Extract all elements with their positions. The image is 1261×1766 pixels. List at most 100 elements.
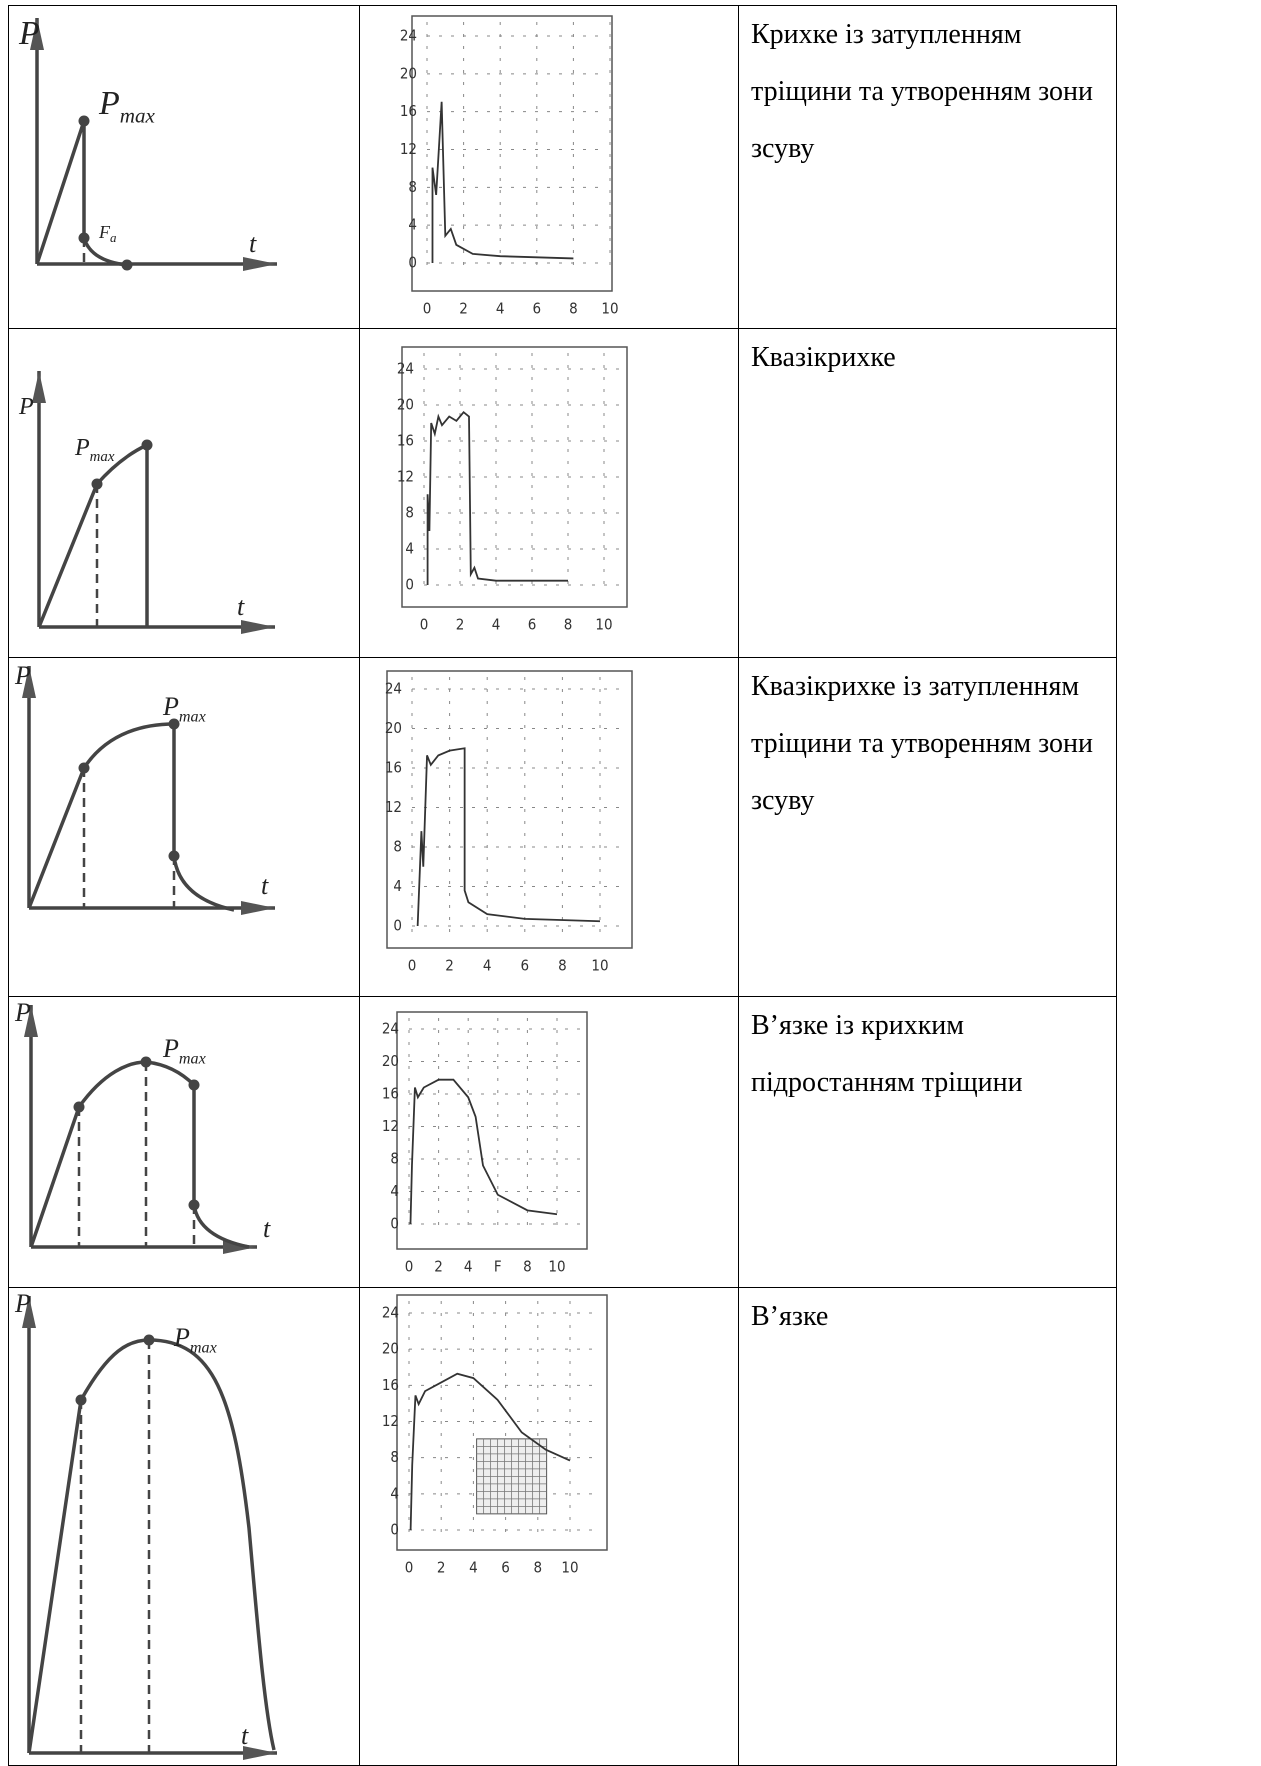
y-tick-label: 20	[382, 1052, 399, 1070]
x-tick-label: 6	[533, 300, 542, 318]
point	[144, 1335, 155, 1346]
y-axis-label: P	[14, 998, 31, 1027]
description-cell: В’язке із крихким підростанням тріщини	[739, 997, 1117, 1288]
peak-label: Pmax	[162, 1034, 207, 1068]
axes	[37, 18, 277, 264]
signal-curve	[428, 412, 568, 585]
point	[76, 1395, 87, 1406]
arrow	[22, 666, 275, 915]
schematic-cell: PPmaxt	[9, 1288, 360, 1766]
y-tick-label: 20	[385, 719, 402, 737]
peak-label: Pmax	[74, 435, 115, 465]
y-tick-label: 8	[405, 504, 414, 522]
y-tick-label: 12	[382, 1412, 399, 1430]
description-cell: Квазікрихке	[739, 329, 1117, 658]
y-tick-label: 4	[393, 877, 402, 895]
description-cell: В’язке	[739, 1288, 1117, 1766]
y-axis-label: P	[18, 15, 40, 52]
x-tick-label: 8	[523, 1258, 532, 1276]
description: Крихке із затупленням тріщини та утворен…	[739, 6, 1116, 177]
x-tick-label: 10	[548, 1258, 565, 1276]
page: {"rows": [ {"schematic": {"y_axis": "P",…	[0, 0, 1261, 1762]
x-tick-label: 10	[591, 957, 608, 975]
x-axis-label: t	[241, 1721, 249, 1750]
table-row: PPmaxt048121620240246810Квазікрихке із з…	[9, 658, 1117, 997]
description-cell: Крихке із затупленням тріщини та утворен…	[739, 6, 1117, 329]
x-tick-label: 0	[423, 300, 432, 318]
x-tick-label: 4	[496, 300, 505, 318]
x-axis-label: t	[249, 229, 257, 258]
x-tick-label: 8	[534, 1559, 543, 1577]
y-axis-label: P	[14, 661, 31, 690]
point	[142, 440, 153, 451]
description: Квазікрихке	[739, 329, 1116, 386]
point	[79, 233, 90, 244]
y-tick-label: 0	[408, 254, 417, 272]
curve-box	[428, 412, 568, 585]
x-tick-label: 6	[501, 1559, 510, 1577]
inset-grid	[477, 1439, 547, 1514]
x-tick-label: 0	[405, 1258, 414, 1276]
y-tick-label: 4	[408, 216, 417, 234]
y-tick-label: 20	[400, 64, 417, 82]
y-tick-label: 16	[385, 759, 402, 777]
y-tick-label: 4	[405, 540, 414, 558]
x-tick-label: 4	[483, 957, 492, 975]
point	[79, 116, 90, 127]
schematic: P Pmax t	[9, 997, 359, 1287]
schematic-cell: P Pmax t	[9, 997, 360, 1288]
y-tick-label: 24	[382, 1304, 399, 1322]
x-axis-label: t	[263, 1214, 271, 1243]
x-tick-label: F	[494, 1258, 502, 1276]
x-axis-label: t	[237, 592, 245, 621]
chart-frame	[397, 1012, 587, 1249]
peak-sub: max	[90, 449, 115, 465]
x-tick-label: 4	[469, 1559, 478, 1577]
y-tick-label: 12	[397, 468, 414, 486]
x-tick-label: 8	[558, 957, 567, 975]
curve	[31, 1062, 249, 1247]
schematic-cell: P Pmax t	[9, 329, 360, 658]
signal-curve	[432, 102, 573, 263]
x-tick-label: 8	[569, 300, 578, 318]
point	[92, 479, 103, 490]
y-axis-label: P	[14, 1289, 31, 1318]
y-tick-label: 16	[382, 1376, 399, 1394]
axes	[29, 1296, 277, 1753]
y-axis-label: P	[18, 394, 34, 420]
y-tick-label: 4	[390, 1182, 399, 1200]
y-tick-label: 4	[390, 1484, 399, 1502]
y-tick-label: 0	[405, 576, 414, 594]
description: В’язке із крихким підростанням тріщини	[739, 997, 1116, 1111]
x-tick-label: 10	[601, 300, 618, 318]
y-tick-label: 0	[393, 917, 402, 935]
description-cell: Квазікрихке із затупленням тріщини та ут…	[739, 658, 1117, 997]
point	[169, 851, 180, 862]
oscillogram-cell: 04812162024024F810	[360, 997, 739, 1288]
y-tick-label: 24	[382, 1020, 399, 1038]
point	[79, 763, 90, 774]
y-tick-label: 12	[382, 1117, 399, 1135]
arrow	[30, 18, 277, 271]
peak-label: Pmax	[162, 692, 207, 726]
axes	[29, 666, 275, 908]
curve-box	[410, 1080, 557, 1224]
point	[189, 1200, 200, 1211]
peak-label: Pmax	[98, 85, 156, 128]
point	[141, 1057, 152, 1068]
description: В’язке	[739, 1288, 1116, 1345]
x-tick-label: 4	[492, 616, 501, 634]
peak-main: P	[98, 85, 120, 122]
x-tick-label: 6	[528, 616, 537, 634]
curve-box	[432, 102, 573, 263]
